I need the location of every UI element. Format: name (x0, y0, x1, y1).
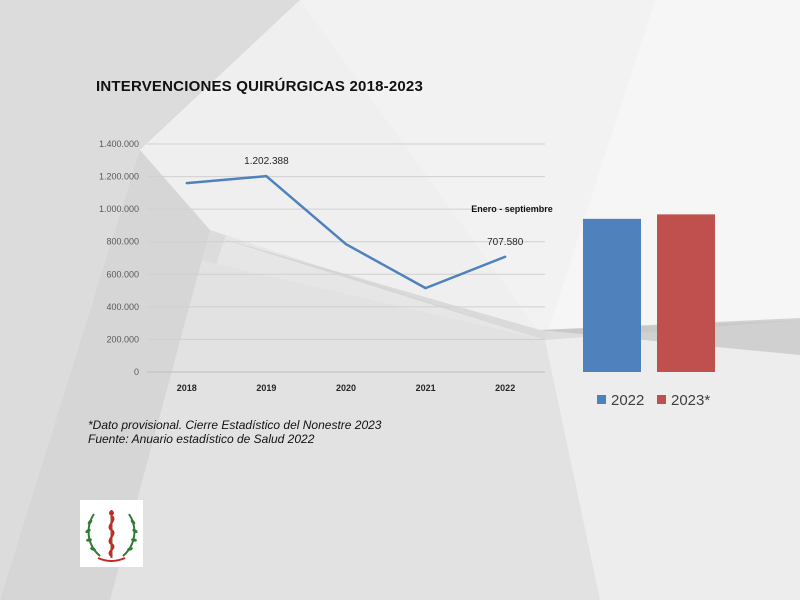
data-point (424, 286, 427, 290)
data-point (185, 181, 188, 185)
x-tick-label: 2020 (336, 383, 356, 393)
line-chart-annotation: Enero - septiembre (471, 204, 553, 214)
provisional-note: *Dato provisional. Cierre Estadístico de… (88, 418, 382, 432)
y-tick-label: 0 (134, 367, 139, 377)
y-tick-label: 400.000 (106, 302, 139, 312)
bar (583, 218, 641, 372)
bar-chart-legend: 2022 2023* (597, 392, 710, 409)
data-point (265, 174, 268, 178)
y-tick-label: 1.200.000 (99, 172, 139, 182)
x-tick-label: 2018 (177, 383, 197, 393)
x-tick-label: 2021 (416, 383, 436, 393)
y-tick-label: 1.000.000 (99, 204, 139, 214)
data-point (344, 242, 348, 246)
legend-swatch (657, 395, 666, 404)
chart-title: INTERVENCIONES QUIRÚRGICAS 2018-2023 (96, 78, 424, 95)
y-tick-label: 200.000 (106, 334, 139, 344)
bar-chart-bars (583, 214, 715, 372)
data-label: 707.580 (487, 237, 524, 248)
legend-swatch (597, 395, 606, 404)
bar (657, 214, 715, 372)
legend-label: 2023* (671, 392, 710, 409)
data-point (504, 255, 507, 258)
data-label: 1.202.388 (244, 156, 289, 167)
medical-caduceus-emblem-icon (80, 500, 143, 567)
line-chart-data-labels: 1.202.388 707.580 (244, 156, 524, 248)
line-chart-x-axis: 2018 2019 2020 2021 2022 (177, 383, 515, 393)
source-note: Fuente: Anuario estadístico de Salud 202… (88, 432, 315, 446)
y-tick-label: 600.000 (106, 269, 139, 279)
y-tick-label: 1.400.000 (99, 139, 139, 149)
line-chart-grid (147, 143, 545, 373)
x-tick-label: 2022 (495, 383, 515, 393)
line-chart-y-axis: 0 200.000 400.000 600.000 800.000 1.000.000 1.… (99, 139, 139, 377)
y-tick-label: 800.000 (106, 237, 139, 247)
legend-label: 2022 (611, 392, 644, 409)
x-tick-label: 2019 (256, 383, 276, 393)
line-chart-series (185, 174, 507, 290)
